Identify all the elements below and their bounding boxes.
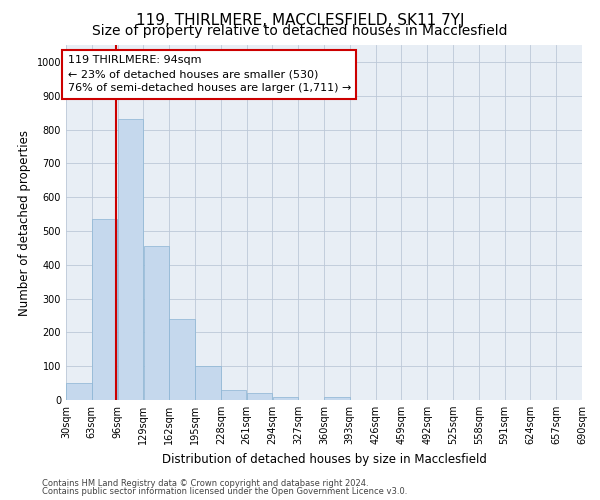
Bar [92,219,118,400]
Text: Size of property relative to detached houses in Macclesfield: Size of property relative to detached ho… [92,24,508,38]
Text: Contains public sector information licensed under the Open Government Licence v3: Contains public sector information licen… [42,487,407,496]
Bar [143,246,169,400]
Bar [221,390,247,400]
Bar [324,396,350,400]
Text: Contains HM Land Registry data © Crown copyright and database right 2024.: Contains HM Land Registry data © Crown c… [42,478,368,488]
Bar [66,383,92,400]
Bar [118,120,143,400]
X-axis label: Distribution of detached houses by size in Macclesfield: Distribution of detached houses by size … [161,452,487,466]
Y-axis label: Number of detached properties: Number of detached properties [18,130,31,316]
Bar [247,393,272,400]
Text: 119, THIRLMERE, MACCLESFIELD, SK11 7YJ: 119, THIRLMERE, MACCLESFIELD, SK11 7YJ [136,12,464,28]
Bar [272,396,298,400]
Bar [195,366,221,400]
Bar [169,319,195,400]
Text: 119 THIRLMERE: 94sqm
← 23% of detached houses are smaller (530)
76% of semi-deta: 119 THIRLMERE: 94sqm ← 23% of detached h… [68,55,351,93]
